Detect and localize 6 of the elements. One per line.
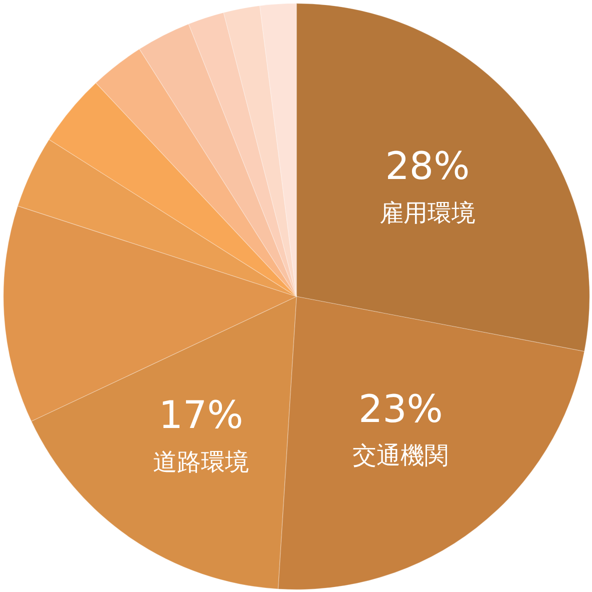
data-label: 23% [358,386,443,431]
slice-label: 雇用環境 [379,199,476,228]
slice-label: 道路環境 [152,448,249,476]
slice-label: 交通機関 [352,442,449,470]
data-label: 28% [385,144,470,188]
data-label: 17% [158,393,244,438]
